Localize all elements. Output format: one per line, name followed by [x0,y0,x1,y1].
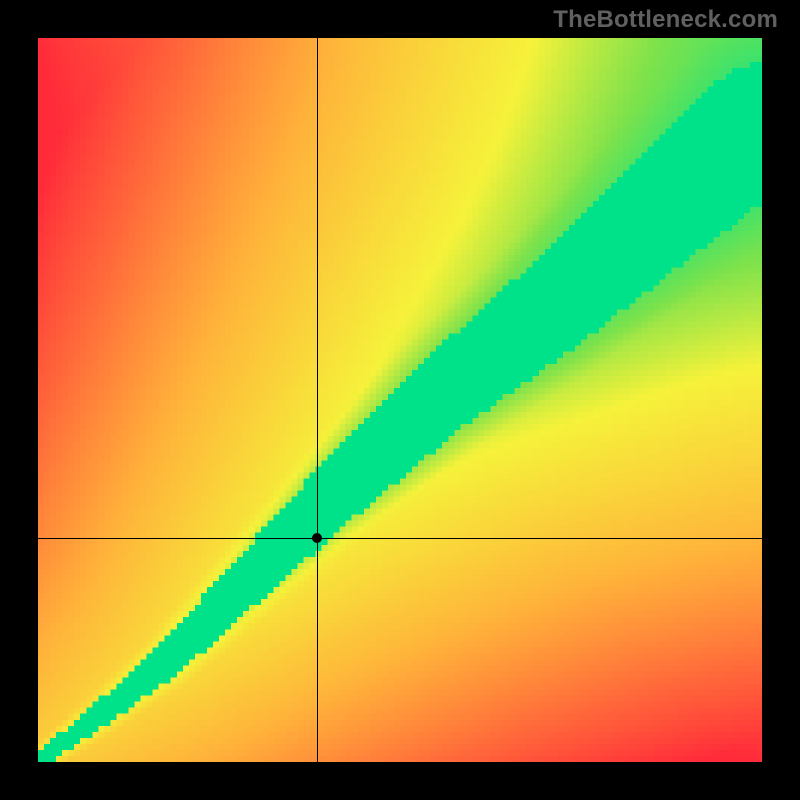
crosshair-vertical [317,38,318,762]
crosshair-horizontal [38,538,762,539]
heatmap-plot [38,38,762,762]
watermark-text: TheBottleneck.com [553,6,778,34]
crosshair-marker [312,533,322,543]
bottleneck-heatmap-page: { "watermark": { "text": "TheBottleneck.… [0,0,800,800]
heatmap-canvas [38,38,762,762]
